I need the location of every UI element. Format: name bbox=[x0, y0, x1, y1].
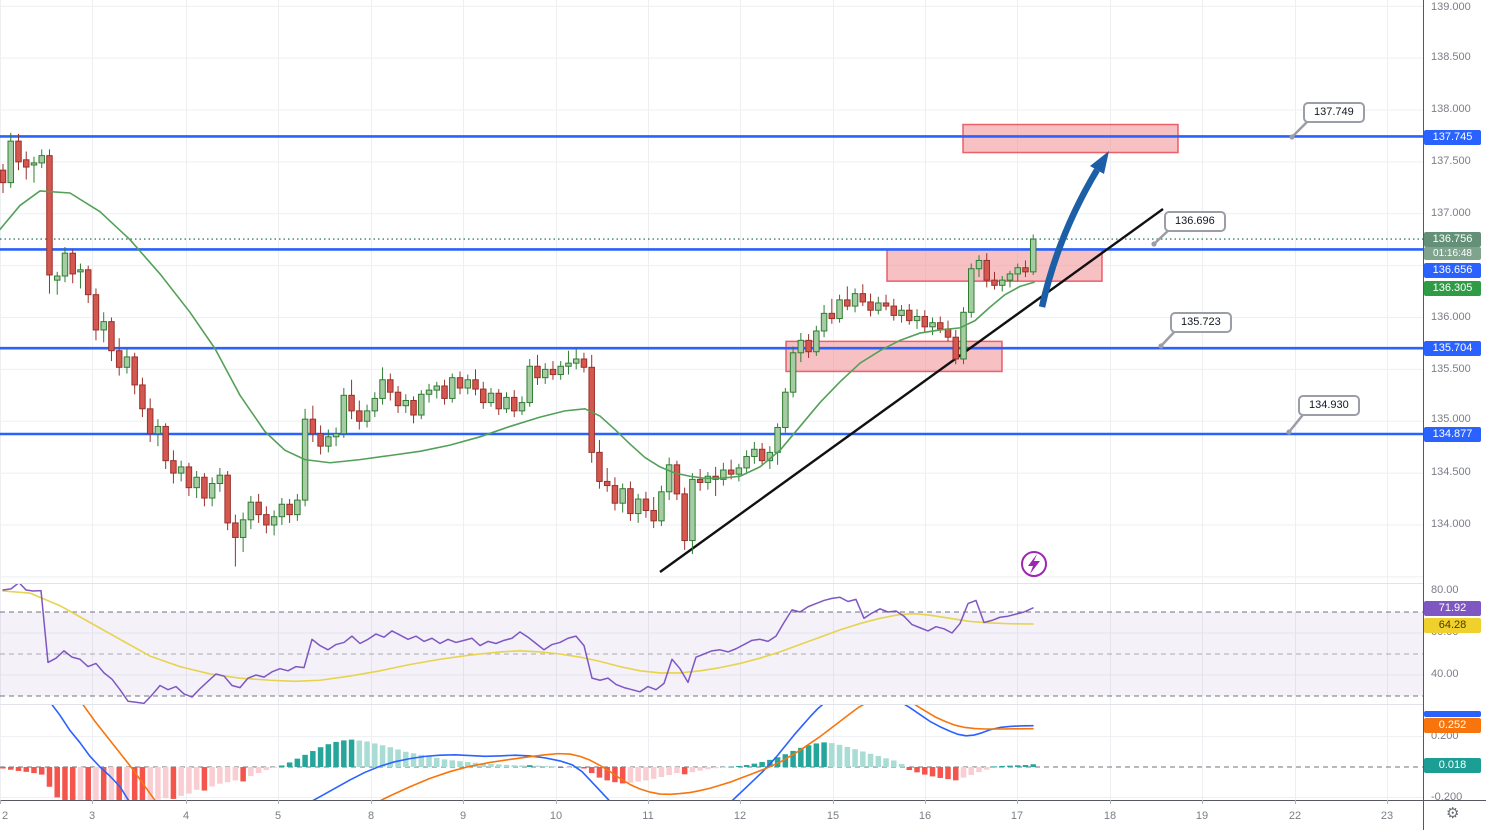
axis-price-label: 139.000 bbox=[1431, 1, 1471, 13]
axis-time-label: 4 bbox=[182, 810, 190, 822]
axis-price-label: 137.000 bbox=[1431, 207, 1471, 219]
axis-price-label: 80.00 bbox=[1431, 584, 1459, 596]
axis-price-label: 135.500 bbox=[1431, 363, 1471, 375]
axis-price-label: 0.200 bbox=[1431, 730, 1459, 742]
axis-price-label: -0.200 bbox=[1431, 791, 1463, 803]
axis-badge-hline-137745: 137.745 bbox=[1424, 130, 1481, 145]
axis-badge-macd-signal-value: 0.252 bbox=[1424, 718, 1481, 733]
axis-price-label: 136.000 bbox=[1431, 311, 1471, 323]
axis-price-label: 134.000 bbox=[1431, 518, 1471, 530]
axis-time-label: 10 bbox=[549, 810, 563, 822]
axis-time-label: 17 bbox=[1010, 810, 1024, 822]
axis-time-label: 3 bbox=[88, 810, 96, 822]
axis-price-label: 138.000 bbox=[1431, 103, 1471, 115]
axis-badge-rsi-value: 71.92 bbox=[1424, 601, 1481, 616]
axis-badge-macd-hist-value: 0.018 bbox=[1424, 758, 1481, 773]
price-callout[interactable]: 135.723 bbox=[1170, 312, 1232, 333]
price-callout[interactable]: 134.930 bbox=[1298, 395, 1360, 416]
axis-badge-price-136305: 136.305 bbox=[1424, 281, 1481, 296]
axis-time-label: 23 bbox=[1380, 810, 1394, 822]
axis-badge-countdown: 01:16:48 bbox=[1424, 247, 1481, 260]
axis-time-label: 2 bbox=[1, 810, 9, 822]
axis-price-label: 137.500 bbox=[1431, 155, 1471, 167]
axis-badge-hline-134877: 134.877 bbox=[1424, 427, 1481, 442]
axis-settings-gear-icon[interactable]: ⚙ bbox=[1446, 805, 1460, 822]
price-callout[interactable]: 137.749 bbox=[1303, 102, 1365, 123]
axis-time-label: 12 bbox=[733, 810, 747, 822]
axis-price-label: 135.000 bbox=[1431, 413, 1471, 425]
flash-lightning-icon bbox=[1028, 554, 1040, 574]
axis-badge-hline-136656: 136.656 bbox=[1424, 263, 1481, 278]
axis-price-label: 134.500 bbox=[1431, 466, 1471, 478]
axis-time-label: 9 bbox=[459, 810, 467, 822]
axis-time-label: 16 bbox=[918, 810, 932, 822]
axis-time-label: 15 bbox=[826, 810, 840, 822]
axis-price-label: 138.500 bbox=[1431, 51, 1471, 63]
axis-time-label: 11 bbox=[642, 810, 654, 822]
axis-time-label: 18 bbox=[1103, 810, 1117, 822]
axis-price-label: 40.00 bbox=[1431, 668, 1459, 680]
axis-time-label: 22 bbox=[1288, 810, 1302, 822]
axis-time-label: 5 bbox=[274, 810, 282, 822]
axis-time-label: 19 bbox=[1195, 810, 1209, 822]
axis-badge-last-price: 136.756 bbox=[1424, 232, 1481, 247]
axis-badge-macd-line-value bbox=[1424, 711, 1481, 717]
axis-badge-hline-135704: 135.704 bbox=[1424, 341, 1481, 356]
axis-badge-rsi-ma-value: 64.28 bbox=[1424, 618, 1481, 633]
axis-time-label: 8 bbox=[367, 810, 375, 822]
price-callout[interactable]: 136.696 bbox=[1164, 211, 1226, 232]
